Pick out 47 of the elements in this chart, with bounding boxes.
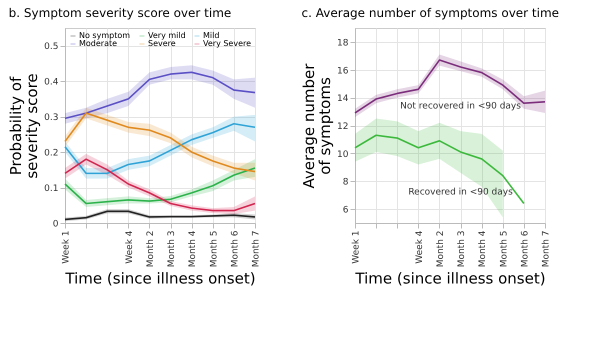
line-series	[64, 122, 256, 174]
x-tick-label: Month 5	[499, 230, 510, 268]
x-axis-title: Time (since illness onset)	[354, 269, 546, 288]
x-tick-label: Month 4	[188, 230, 198, 268]
line-series	[64, 72, 256, 120]
y-axis-title: Average number of symptoms	[300, 62, 334, 188]
y-tick-label: 18	[337, 38, 349, 48]
x-tick-label: Week 4	[414, 230, 425, 264]
y-axis-title: Probability of severity score	[7, 73, 42, 179]
legend-label: No symptom	[79, 31, 130, 40]
x-tick-label: Month 2	[436, 230, 446, 268]
line-series	[354, 134, 525, 204]
series-label: Not recovered in <90 days	[400, 101, 522, 112]
x-tick-label: Month 6	[520, 230, 530, 268]
legend-label: Mild	[203, 31, 220, 40]
x-tick-label: Week 1	[62, 230, 72, 264]
y-tick-label: 8	[342, 178, 349, 188]
legend-label: Severe	[148, 39, 176, 48]
chart-title: b. Symptom severity score over time	[8, 6, 232, 20]
y-tick-label: 0.5	[44, 42, 58, 52]
x-tick-label: Month 7	[252, 230, 262, 268]
x-axis-title: Time (since illness onset)	[64, 269, 256, 288]
x-tick-label: Month 6	[230, 230, 240, 268]
chart-title: c. Average number of symptoms over time	[302, 6, 560, 20]
y-tick-label: 0	[52, 220, 59, 230]
legend-label: Very Severe	[203, 39, 252, 48]
line-series	[64, 167, 256, 204]
y-tick-label: 6	[342, 206, 349, 216]
y-tick-label: 12	[337, 122, 348, 132]
x-tick-label: Week 1	[352, 230, 362, 264]
y-tick-label: 0.1	[44, 184, 58, 194]
x-tick-label: Month 3	[457, 230, 468, 268]
y-tick-label: 16	[337, 66, 349, 76]
x-tick-label: Month 3	[167, 230, 178, 268]
x-tick-label: Month 7	[542, 230, 552, 268]
x-tick-label: Month 4	[478, 230, 488, 268]
legend-label: Very mild	[148, 31, 186, 40]
y-tick-label: 10	[337, 150, 349, 160]
y-tick-label: 14	[337, 94, 349, 104]
x-tick-label: Month 2	[146, 230, 156, 268]
x-tick-label: Month 5	[209, 230, 220, 268]
series-label: Recovered in <90 days	[408, 188, 514, 198]
legend-label: Moderate	[79, 39, 118, 48]
x-tick-label: Week 4	[124, 230, 135, 264]
y-tick-label: 0.2	[44, 148, 58, 159]
y-tick-label: 0.3	[44, 113, 58, 124]
y-tick-label: 0.4	[44, 78, 59, 88]
